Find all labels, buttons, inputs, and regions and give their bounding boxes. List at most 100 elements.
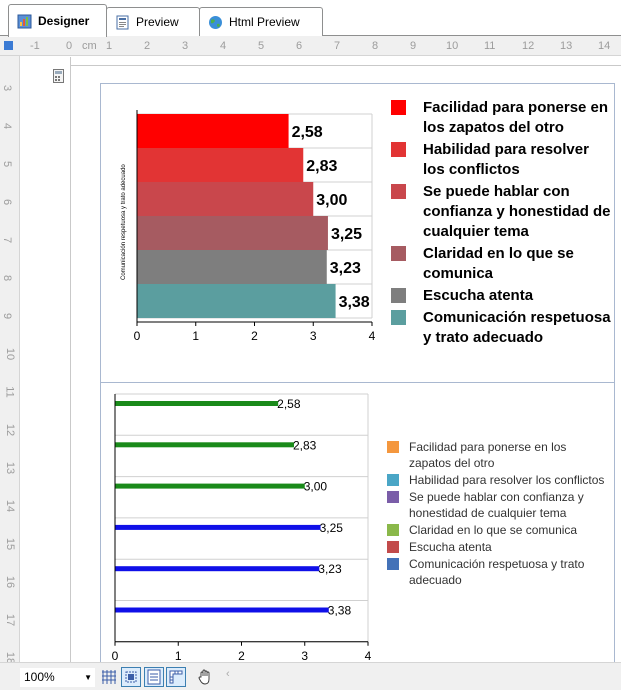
zoom-select[interactable]: 100% ▼ — [20, 668, 95, 687]
data-label: 2,58 — [277, 397, 301, 411]
legend-label: Comunicación respetuosa y trato adecuado — [423, 309, 611, 346]
ruler-tick-label: 9 — [410, 40, 417, 52]
x-tick-label: 2 — [238, 649, 245, 662]
ruler-tick-label: cm — [82, 40, 97, 52]
ruler-corner[interactable] — [4, 41, 13, 50]
snap-icon — [125, 671, 137, 683]
data-label: 3,00 — [304, 480, 328, 494]
ruler-tick-label: 5 — [1, 160, 14, 168]
data-label: 3,23 — [318, 562, 342, 576]
legend-swatch — [387, 474, 399, 486]
x-tick-label: 0 — [134, 329, 141, 343]
legend-item: Habilidad para resolver los conflictos — [391, 140, 613, 180]
ruler-tick-label: 4 — [1, 122, 14, 130]
data-label: 3,25 — [331, 226, 362, 243]
calculator-icon[interactable] — [53, 69, 64, 83]
legend-1: Facilidad para ponerse en los zapatos de… — [391, 98, 613, 350]
ruler-tick-label: 7 — [334, 40, 341, 52]
data-label: 3,38 — [328, 604, 352, 618]
vertical-ruler: 3 4 5 6 7 8 9 10 11 12 13 14 15 16 17 18 — [0, 56, 20, 662]
ruler-tick-label: 11 — [3, 386, 16, 398]
legend-label: Se puede hablar con confianza y honestid… — [423, 183, 611, 240]
bar — [115, 483, 305, 489]
ruler-toggle-button[interactable] — [166, 667, 186, 687]
x-tick-label: 0 — [112, 649, 119, 662]
y-axis-label: Comunicación respetuosa y trato adecuado — [121, 164, 127, 280]
chart-panel-2[interactable]: 2,58 2,83 3,00 3,25 3,23 3,38 0 1 2 3 4 Facilidad… — [100, 382, 615, 662]
tab-preview[interactable]: Preview — [106, 7, 200, 36]
ruler-icon — [169, 670, 183, 684]
legend-swatch — [391, 142, 406, 157]
tab-label: Html Preview — [229, 15, 300, 29]
legend-label: Claridad en lo que se comunica — [409, 523, 578, 537]
legend-swatch — [391, 310, 406, 325]
bar — [137, 284, 336, 318]
legend-swatch — [387, 491, 399, 503]
bottom-toolbar: 100% ▼ ‹ — [0, 662, 621, 690]
ruler-tick-label: 14 — [4, 499, 17, 513]
ruler-tick-label: 8 — [1, 274, 14, 282]
grid-toggle-button[interactable] — [99, 667, 119, 687]
ruler-tick-label: 6 — [296, 40, 303, 52]
data-label: 2,58 — [292, 124, 323, 141]
globe-icon — [209, 15, 222, 29]
bar-chart-2: 2,58 2,83 3,00 3,25 3,23 3,38 0 1 2 3 4 — [112, 393, 372, 662]
legend-swatch — [387, 524, 399, 536]
page-toggle-button[interactable] — [144, 667, 164, 687]
x-tick-label: 3 — [301, 649, 308, 662]
ruler-tick-label: 13 — [4, 461, 17, 475]
ruler-tick-label: 7 — [1, 236, 14, 244]
ruler-tick-label: 14 — [598, 40, 611, 52]
legend-label: Se puede hablar con confianza y honestid… — [409, 490, 584, 520]
ruler-tick-label: 0 — [66, 40, 73, 52]
margin-guide — [71, 65, 621, 66]
design-canvas: 2,58 2,83 3,00 3,25 3,23 3,38 0 1 2 3 4 Comunicac… — [21, 57, 621, 662]
hand-icon — [198, 669, 210, 685]
snap-toggle-button[interactable] — [121, 667, 141, 687]
chevron-down-icon: ▼ — [84, 673, 92, 682]
legend-label: Facilidad para ponerse en los zapatos de… — [409, 440, 567, 470]
tab-label: Preview — [136, 15, 179, 29]
ruler-tick-label: 3 — [1, 84, 14, 92]
legend-label: Claridad en lo que se comunica — [423, 245, 574, 282]
legend-label: Escucha atenta — [423, 287, 534, 304]
legend-label: Habilidad para resolver los conflictos — [409, 473, 605, 487]
bar — [137, 182, 314, 216]
ruler-tick-label: 10 — [4, 347, 17, 361]
legend-label: Comunicación respetuosa y trato adecuado — [409, 557, 585, 587]
data-label: 3,38 — [339, 294, 370, 311]
ruler-tick-label: 10 — [446, 40, 459, 52]
legend-label: Escucha atenta — [409, 540, 492, 554]
legend-item: Escucha atenta — [385, 539, 610, 555]
data-label: 3,00 — [316, 192, 347, 209]
legend-swatch — [391, 246, 406, 261]
tab-designer[interactable]: Designer — [8, 4, 107, 37]
bar — [115, 607, 329, 613]
x-tick-label: 1 — [192, 329, 199, 343]
x-tick-label: 4 — [365, 649, 372, 662]
bar-chart-1: 2,58 2,83 3,00 3,25 3,23 3,38 0 1 2 3 4 Comunicac… — [121, 110, 376, 343]
legend-item: Facilidad para ponerse en los zapatos de… — [385, 439, 610, 471]
legend-item: Comunicación respetuosa y trato adecuado — [391, 308, 613, 348]
x-tick-label: 1 — [175, 649, 182, 662]
ruler-tick-label: 1 — [106, 40, 113, 52]
bar — [137, 216, 328, 250]
legend-item: Se puede hablar con confianza y honestid… — [385, 489, 610, 521]
scroll-left-icon[interactable]: ‹ — [226, 668, 230, 680]
x-tick-label: 4 — [369, 329, 376, 343]
legend-item: Se puede hablar con confianza y honestid… — [391, 182, 613, 242]
tab-html-preview[interactable]: Html Preview — [199, 7, 323, 36]
chart-panel-1[interactable]: 2,58 2,83 3,00 3,25 3,23 3,38 0 1 2 3 4 Comunicac… — [100, 83, 615, 383]
pan-tool-button[interactable] — [195, 667, 215, 687]
data-label: 3,23 — [330, 260, 361, 277]
legend-item: Claridad en lo que se comunica — [391, 244, 613, 284]
ruler-tick-label: 17 — [4, 613, 17, 627]
preview-icon — [116, 15, 129, 29]
ruler-tick-label: 13 — [560, 40, 573, 52]
legend-item: Facilidad para ponerse en los zapatos de… — [391, 98, 613, 138]
legend-label: Habilidad para resolver los conflictos — [423, 141, 589, 178]
ruler-tick-label: 8 — [372, 40, 379, 52]
horizontal-ruler: -1 0 cm 1 2 3 4 5 6 7 8 9 10 11 12 13 14 — [0, 36, 621, 56]
bar — [137, 148, 304, 182]
ruler-tick-label: 12 — [522, 40, 535, 52]
